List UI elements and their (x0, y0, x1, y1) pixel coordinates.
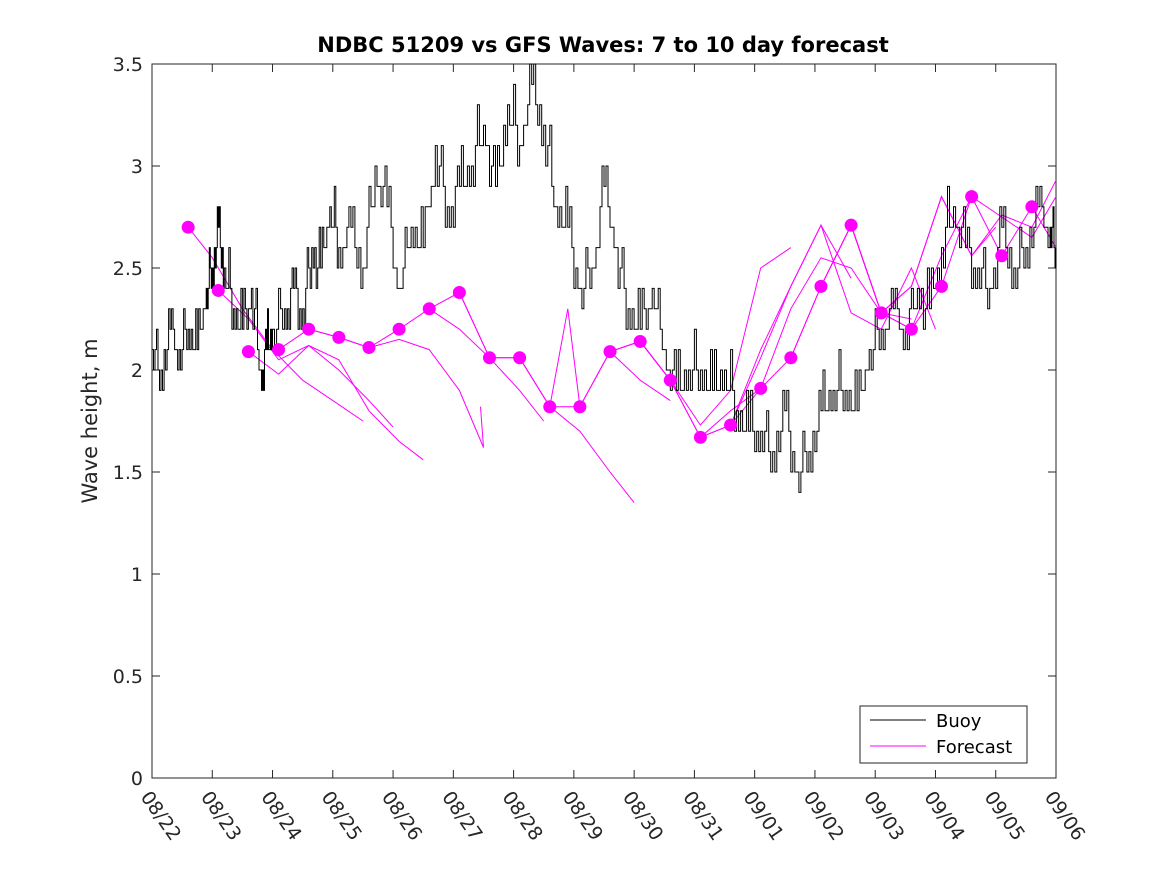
forecast-marker (904, 322, 918, 336)
x-tick-label: 09/02 (799, 787, 848, 844)
x-tick-label: 08/24 (256, 787, 305, 844)
forecast-markers (181, 190, 1039, 444)
y-axis-label: Wave height, m (78, 338, 102, 503)
forecast-marker (633, 334, 647, 348)
legend-label-buoy: Buoy (936, 711, 982, 732)
y-tick-label: 1 (131, 564, 143, 586)
forecast-marker (543, 400, 557, 414)
legend: Buoy Forecast (859, 705, 1028, 764)
forecast-marker (934, 279, 948, 293)
x-tick-label: 08/28 (498, 787, 547, 844)
forecast-marker (482, 351, 496, 365)
x-tick-label: 09/04 (919, 787, 968, 844)
forecast-marker (754, 381, 768, 395)
y-tick-label: 2.5 (113, 258, 143, 280)
x-tick-label: 08/27 (437, 787, 486, 844)
forecast-marker (211, 283, 225, 297)
forecast-series (187, 180, 1057, 503)
forecast-marker (603, 345, 617, 359)
x-tick-label: 09/05 (980, 787, 1029, 844)
x-tick-label: 09/06 (1040, 787, 1089, 844)
forecast-marker (693, 430, 707, 444)
forecast-marker (272, 343, 286, 357)
forecast-marker (362, 341, 376, 355)
forecast-marker (302, 322, 316, 336)
x-tick-label: 08/31 (678, 787, 727, 844)
forecast-run-line (248, 344, 424, 461)
forecast-marker (814, 279, 828, 293)
forecast-marker (241, 345, 255, 359)
forecast-marker (1025, 200, 1039, 214)
legend-box (859, 705, 1028, 764)
forecast-marker (422, 302, 436, 316)
forecast-marker (513, 351, 527, 365)
y-axis: 0 0.5 1 1.5 2 2.5 3 3.5 (113, 54, 1056, 790)
buoy-line (152, 63, 1057, 493)
forecast-marker (663, 373, 677, 387)
forecast-marker (332, 330, 346, 344)
y-tick-label: 1.5 (113, 462, 143, 484)
x-tick-label: 08/29 (558, 787, 607, 844)
x-tick-label: 09/01 (739, 787, 788, 844)
x-tick-label: 08/22 (136, 787, 185, 844)
forecast-marker (181, 220, 195, 234)
x-tick-label: 08/25 (317, 787, 366, 844)
legend-label-forecast: Forecast (936, 737, 1012, 758)
x-tick-label: 09/03 (859, 787, 908, 844)
y-tick-label: 2 (131, 360, 143, 382)
y-tick-label: 0.5 (113, 666, 143, 688)
forecast-marker (965, 190, 979, 204)
forecast-marker (844, 218, 858, 232)
x-tick-label: 08/26 (377, 787, 426, 844)
chart-title: NDBC 51209 vs GFS Waves: 7 to 10 day for… (317, 33, 888, 57)
forecast-run-line (639, 257, 912, 439)
forecast-marker (573, 400, 587, 414)
buoy-series (152, 63, 1057, 493)
y-tick-label: 3 (131, 156, 143, 178)
x-tick-label: 08/23 (196, 787, 245, 844)
y-tick-label: 0 (131, 768, 143, 790)
forecast-marker (452, 285, 466, 299)
forecast-marker (392, 322, 406, 336)
x-tick-label: 08/30 (618, 787, 667, 844)
plot-area: 00.511.522.533.5 08/22 08/23 08/24 08/25 08/… (113, 54, 1090, 845)
forecast-marker (724, 418, 738, 432)
forecast-marker (784, 351, 798, 365)
forecast-run-line (700, 223, 936, 438)
forecast-marker (995, 249, 1009, 263)
y-tick-label: 3.5 (113, 54, 143, 76)
forecast-marker (874, 306, 888, 320)
